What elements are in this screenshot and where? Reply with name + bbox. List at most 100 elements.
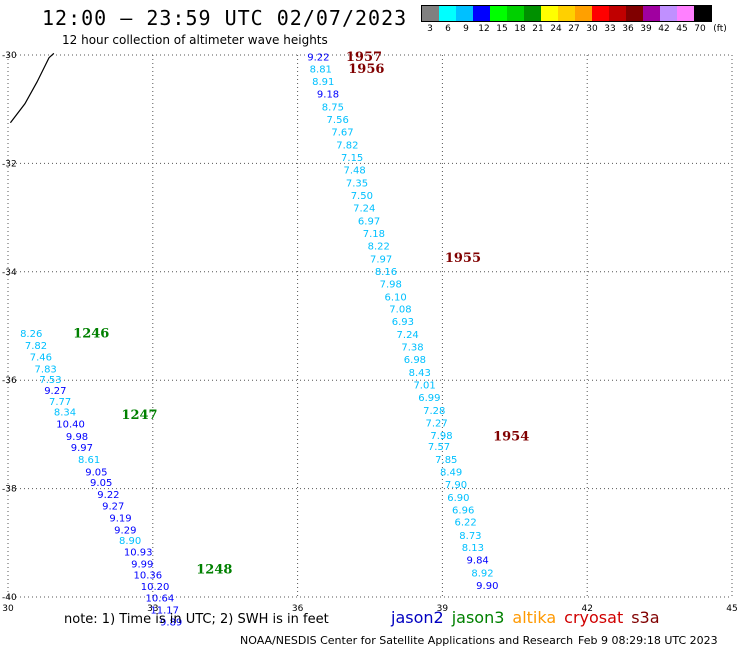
y-tick-label: -32 [2,159,17,169]
legend-swatch [456,6,473,21]
legend-label: 18 [514,24,526,34]
swh-value: 9.98 [66,432,88,443]
swh-value: 9.99 [131,559,153,570]
y-tick-label: -30 [2,51,17,61]
swh-value: 10.36 [133,570,162,581]
legend-swatch [626,6,643,21]
legend-swatch [677,6,694,21]
pass-time-label: 1956 [348,62,384,77]
legend-swatch [490,6,507,21]
satellite-name: jason2 [391,608,444,627]
swh-value: 7.77 [49,397,71,408]
swh-value: 8.49 [440,467,462,478]
legend-swatch [524,6,541,21]
swh-value: 9.18 [317,90,339,101]
legend-swatches [421,5,712,22]
legend-swatch [643,6,660,21]
swh-value: 8.34 [54,408,76,419]
swh-value: 10.20 [141,582,170,593]
legend-swatch [473,6,490,21]
swh-value: 7.50 [351,191,373,202]
swh-value: 8.26 [20,329,42,340]
swh-value: 7.83 [35,364,57,375]
x-tick-label: 45 [726,604,737,614]
chart-title: 12:00 – 23:59 UTC 02/07/2023 [42,6,408,30]
swh-value: 8.92 [471,569,493,580]
swh-value: 6.93 [392,317,414,328]
coastline [9,52,55,124]
x-tick-label: 36 [292,604,304,614]
satellite-legend: jason2 jason3 altika cryosat s3a [391,608,668,627]
y-tick-label: -40 [2,593,17,603]
swh-value: 7.82 [336,141,358,152]
swh-value: 7.82 [25,341,47,352]
swh-value: 8.73 [459,531,481,542]
legend-label: 6 [445,24,451,34]
swh-value: 7.53 [39,375,61,386]
y-tick-label: -38 [2,485,17,495]
swh-value: 7.01 [413,381,435,392]
satellite-name: jason3 [451,608,505,627]
legend-swatch [541,6,558,21]
color-scale-legend: 3 6 9 12 15 18 21 24 27 30 33 36 39 42 45 70 (ft) [421,5,727,36]
credit-line: NOAA/NESDIS Center for Satellite Applica… [240,634,574,647]
legend-label: 70 [694,24,706,34]
swh-value: 8.22 [368,241,390,252]
legend-label: 39 [640,24,652,34]
swh-value: 8.61 [78,455,100,466]
satellite-name: s3a [631,608,660,627]
legend-swatch [609,6,626,21]
pass-time-label: 1957 [346,50,382,65]
swh-value: 9.22 [97,490,119,501]
x-tick-label: 42 [581,604,592,614]
swh-value: 10.40 [56,420,85,431]
footnote: note: 1) Time is in UTC; 2) SWH is in fe… [64,612,329,627]
legend-swatch [694,6,711,21]
swh-value: 7.90 [445,480,467,491]
swh-value: 9.27 [44,386,66,397]
swh-value: 7.27 [426,419,448,430]
swh-value: 6.22 [454,518,476,529]
swh-value: 9.19 [109,513,131,524]
swh-value: 7.56 [327,115,349,126]
pass-time-label: 1954 [493,430,529,445]
swh-value: 7.08 [389,305,411,316]
swh-value: 6.90 [447,493,469,504]
swh-value: 7.28 [423,406,445,417]
swh-value: 9.27 [102,501,124,512]
swh-value: 9.22 [307,53,329,64]
swh-value: 8.91 [312,77,334,88]
y-tick-label: -34 [2,268,17,278]
y-tick-label: -36 [2,376,17,386]
swh-value: 8.75 [322,103,344,114]
swh-value: 9.05 [90,478,112,489]
x-tick-label: 33 [147,604,158,614]
swh-value: 7.67 [331,128,353,139]
generation-timestamp: Feb 9 08:29:18 UTC 2023 [578,634,718,647]
legend-label: 3 [427,24,433,34]
legend-label: 33 [604,24,616,34]
swh-value: 7.15 [341,153,363,164]
swh-value: 8.16 [375,267,397,278]
legend-swatch [592,6,609,21]
swh-value: 8.81 [310,65,332,76]
swh-value: 7.35 [346,178,368,189]
swh-value: 7.97 [370,254,392,265]
chart-subtitle: 12 hour collection of altimeter wave hei… [62,33,328,47]
pass-time-label: 1246 [73,327,109,342]
swh-value: 7.46 [30,352,52,363]
swh-value: 7.57 [428,442,450,453]
legend-label: 9 [463,24,469,34]
pass-time-label: 1955 [445,251,481,266]
swh-value: 6.98 [404,355,426,366]
legend-label: 15 [496,24,508,34]
legend-swatch [575,6,592,21]
legend-swatch [660,6,677,21]
legend-label: 45 [676,24,688,34]
swh-value: 7.24 [397,330,419,341]
swh-value: 7.85 [435,455,457,466]
swh-value: 10.93 [124,548,153,559]
swh-value: 6.96 [452,505,474,516]
swh-value: 9.84 [467,556,489,567]
